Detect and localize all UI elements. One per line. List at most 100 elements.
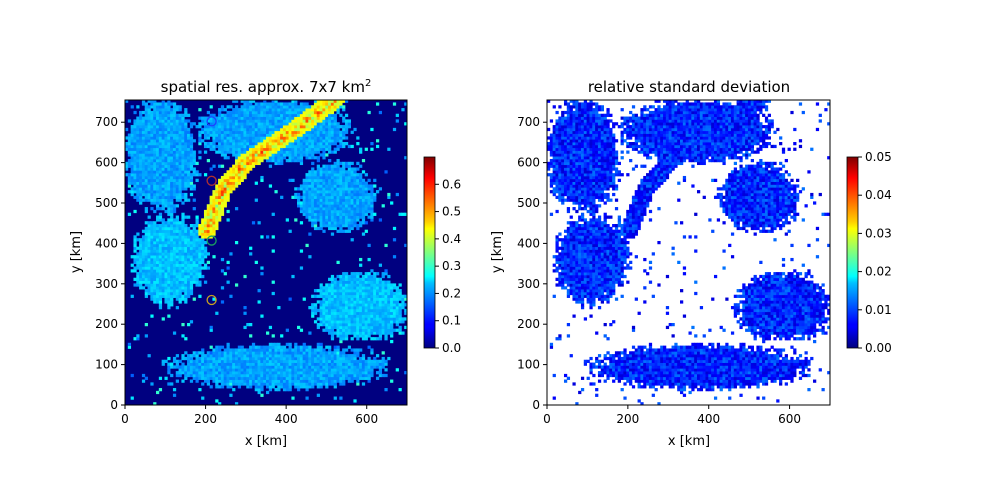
heatmap-cell <box>316 317 320 321</box>
heatmap-cell <box>125 127 129 132</box>
heatmap-cell <box>181 153 185 157</box>
heatmap-cell <box>189 368 194 372</box>
heatmap-cell <box>164 133 168 137</box>
heatmap-cell <box>342 207 346 211</box>
heatmap-cell <box>268 356 273 361</box>
heatmap-cell <box>350 283 354 287</box>
heatmap-cell <box>187 249 191 253</box>
heatmap-cell <box>141 280 146 284</box>
heatmap-cell <box>232 142 236 146</box>
heatmap-cell <box>215 351 219 355</box>
heatmap-cell <box>381 280 385 284</box>
heatmap-cell <box>288 342 292 347</box>
heatmap-cell <box>325 314 329 318</box>
heatmap-cell <box>294 356 298 361</box>
heatmap-cell <box>347 297 351 301</box>
heatmap-cell <box>319 320 323 324</box>
heatmap-cell <box>161 286 165 290</box>
heatmap-cell <box>189 291 194 296</box>
heatmap-cell <box>240 110 244 115</box>
heatmap-cell <box>184 144 188 149</box>
heatmap-cell <box>187 255 191 259</box>
heatmap-cell <box>395 294 399 298</box>
heatmap-cell <box>325 116 329 120</box>
heatmap-cell <box>280 158 284 163</box>
heatmap-cell <box>158 212 163 216</box>
heatmap-cell <box>339 142 343 146</box>
heatmap-cell <box>328 175 332 180</box>
heatmap-cell <box>333 283 337 287</box>
heatmap-cell <box>203 116 208 120</box>
heatmap-cell <box>175 105 179 109</box>
heatmap-cell <box>243 150 247 154</box>
heatmap-cell <box>187 362 191 366</box>
heatmap-cell <box>178 291 182 296</box>
heatmap-cell <box>257 116 261 120</box>
heatmap-cell <box>299 133 304 137</box>
heatmap-cell <box>175 150 179 154</box>
heatmap-cell <box>136 161 140 166</box>
heatmap-cell <box>347 365 351 369</box>
heatmap-cell <box>251 345 256 349</box>
heatmap-cell <box>356 308 360 313</box>
heatmap-cell <box>333 286 337 290</box>
heatmap-cell <box>243 348 247 352</box>
heatmap-cell <box>139 150 143 154</box>
heatmap-cell <box>240 379 244 383</box>
heatmap-cell <box>311 215 315 219</box>
heatmap-cell <box>347 371 351 375</box>
heatmap-cell <box>172 266 177 270</box>
heatmap-cell <box>139 269 143 273</box>
heatmap-cell <box>172 195 177 199</box>
heatmap-cell <box>147 269 151 273</box>
heatmap-cell <box>552 396 556 400</box>
heatmap-cell <box>344 337 349 341</box>
heatmap-cell <box>189 139 194 143</box>
heatmap-cell <box>384 283 388 287</box>
heatmap-cell <box>237 127 242 132</box>
heatmap-cell <box>251 139 256 143</box>
heatmap-cell <box>181 252 185 256</box>
heatmap-cell <box>291 158 295 163</box>
heatmap-cell <box>175 161 179 166</box>
heatmap-cell <box>378 283 383 287</box>
heatmap-cell <box>223 198 227 202</box>
heatmap-cell <box>246 122 250 126</box>
heatmap-cell <box>344 331 349 335</box>
heatmap-cell <box>167 218 171 222</box>
heatmap-cell <box>381 351 385 355</box>
heatmap-cell <box>170 289 174 293</box>
heatmap-cell <box>350 218 354 222</box>
heatmap-cell <box>308 255 312 259</box>
heatmap-cell <box>552 178 556 182</box>
heatmap-cell <box>172 291 177 296</box>
heatmap-cell <box>260 130 264 134</box>
heatmap-cell <box>330 122 335 126</box>
heatmap-cell <box>139 116 143 120</box>
heatmap-cell <box>167 195 171 199</box>
heatmap-cell <box>206 224 210 228</box>
heatmap-cell <box>260 147 264 151</box>
heatmap-cell <box>187 283 191 287</box>
heatmap-cell <box>274 125 278 129</box>
heatmap-cell <box>232 108 236 112</box>
heatmap-cell <box>339 354 343 358</box>
heatmap-cell <box>218 144 222 149</box>
heatmap-cell <box>170 173 174 177</box>
heatmap-cell <box>201 255 205 259</box>
heatmap-cell <box>552 153 556 157</box>
heatmap-cell <box>330 204 335 208</box>
heatmap-cell <box>339 221 343 225</box>
heatmap-cell <box>220 373 225 378</box>
heatmap-cell <box>178 125 182 129</box>
heatmap-cell <box>209 325 213 330</box>
heatmap-cell <box>156 175 160 180</box>
heatmap-cell <box>302 207 306 211</box>
heatmap-cell <box>141 173 146 177</box>
heatmap-cell <box>285 119 289 123</box>
heatmap-cell <box>153 125 157 129</box>
heatmap-cell <box>133 277 137 281</box>
heatmap-cell <box>192 156 196 160</box>
heatmap-cell <box>390 328 394 332</box>
heatmap-cell <box>266 354 270 358</box>
